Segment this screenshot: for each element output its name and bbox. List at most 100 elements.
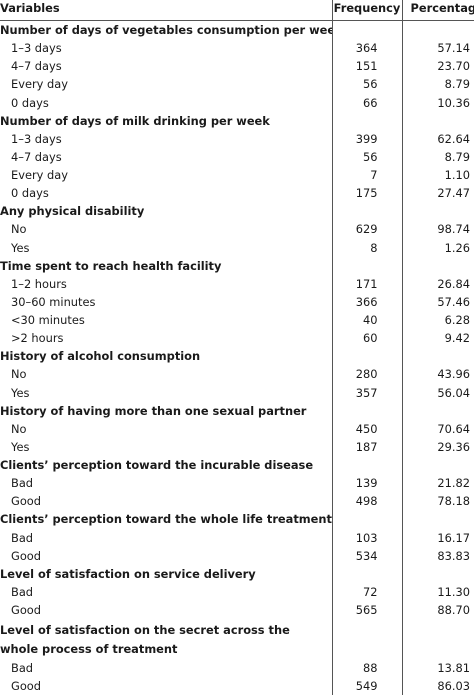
section-title: History of having more than one sexual p…: [0, 402, 332, 420]
section-header-row: Any physical disability: [0, 202, 474, 220]
section-title: Number of days of milk drinking per week: [0, 112, 332, 130]
row-frequency: 7: [332, 166, 402, 184]
section-frequency-empty: [332, 565, 402, 583]
section-header-row: Time spent to reach health facility: [0, 257, 474, 275]
section-frequency-empty: [332, 456, 402, 474]
row-percentage: 26.84: [402, 275, 474, 293]
row-percentage: 98.74: [402, 220, 474, 238]
section-frequency-empty: [332, 402, 402, 420]
row-label: Bad: [0, 474, 332, 492]
section-title: Level of satisfaction on service deliver…: [0, 565, 332, 583]
section-percentage-empty: [402, 112, 474, 130]
section-percentage-empty: [402, 456, 474, 474]
section-percentage-empty: [402, 565, 474, 583]
row-frequency: 629: [332, 220, 402, 238]
header-variables: Variables: [0, 0, 332, 21]
row-percentage: 8.79: [402, 148, 474, 166]
section-percentage-empty: [402, 619, 474, 659]
row-label: Good: [0, 547, 332, 565]
row-percentage: 1.26: [402, 239, 474, 257]
row-label: No: [0, 420, 332, 438]
row-percentage: 56.04: [402, 384, 474, 402]
section-title: Number of days of vegetables consumption…: [0, 21, 332, 40]
row-label: No: [0, 365, 332, 383]
section-percentage-empty: [402, 347, 474, 365]
header-frequency: Frequency: [332, 0, 402, 21]
section-header-row: Number of days of vegetables consumption…: [0, 21, 474, 40]
row-label: Good: [0, 601, 332, 619]
row-label: No: [0, 220, 332, 238]
row-percentage: 29.36: [402, 438, 474, 456]
header-percentage: Percentage: [402, 0, 474, 21]
row-frequency: 66: [332, 94, 402, 112]
row-label: 1–3 days: [0, 39, 332, 57]
row-label: Yes: [0, 384, 332, 402]
row-label: Bad: [0, 659, 332, 677]
section-frequency-empty: [332, 510, 402, 528]
row-label: >2 hours: [0, 329, 332, 347]
row-frequency: 171: [332, 275, 402, 293]
section-header-row: Clients’ perception toward the incurable…: [0, 456, 474, 474]
row-label: 1–3 days: [0, 130, 332, 148]
row-percentage: 62.64: [402, 130, 474, 148]
row-label: 30–60 minutes: [0, 293, 332, 311]
row-frequency: 151: [332, 57, 402, 75]
row-percentage: 86.03: [402, 677, 474, 695]
header-row: Variables Frequency Percentage: [0, 0, 474, 21]
row-frequency: 565: [332, 601, 402, 619]
row-frequency: 88: [332, 659, 402, 677]
row-percentage: 57.14: [402, 39, 474, 57]
row-frequency: 56: [332, 75, 402, 93]
section-title: Level of satisfaction on the secret acro…: [0, 619, 332, 659]
row-label: 4–7 days: [0, 57, 332, 75]
section-frequency-empty: [332, 619, 402, 659]
row-frequency: 187: [332, 438, 402, 456]
section-header-row: Level of satisfaction on the secret acro…: [0, 619, 474, 659]
row-frequency: 175: [332, 184, 402, 202]
row-label: Good: [0, 677, 332, 695]
row-frequency: 139: [332, 474, 402, 492]
section-title: Any physical disability: [0, 202, 332, 220]
section-header-row: Level of satisfaction on service deliver…: [0, 565, 474, 583]
section-header-row: Clients’ perception toward the whole lif…: [0, 510, 474, 528]
row-percentage: 83.83: [402, 547, 474, 565]
section-title: History of alcohol consumption: [0, 347, 332, 365]
row-frequency: 72: [332, 583, 402, 601]
section-percentage-empty: [402, 402, 474, 420]
row-percentage: 8.79: [402, 75, 474, 93]
section-frequency-empty: [332, 21, 402, 40]
row-frequency: 399: [332, 130, 402, 148]
row-percentage: 21.82: [402, 474, 474, 492]
section-percentage-empty: [402, 257, 474, 275]
row-label: Every day: [0, 75, 332, 93]
section-title: Time spent to reach health facility: [0, 257, 332, 275]
row-label: Every day: [0, 166, 332, 184]
row-percentage: 23.70: [402, 57, 474, 75]
row-percentage: 88.70: [402, 601, 474, 619]
section-title: Clients’ perception toward the whole lif…: [0, 510, 332, 528]
row-frequency: 450: [332, 420, 402, 438]
row-label: Yes: [0, 239, 332, 257]
section-percentage-empty: [402, 510, 474, 528]
row-label: 0 days: [0, 184, 332, 202]
